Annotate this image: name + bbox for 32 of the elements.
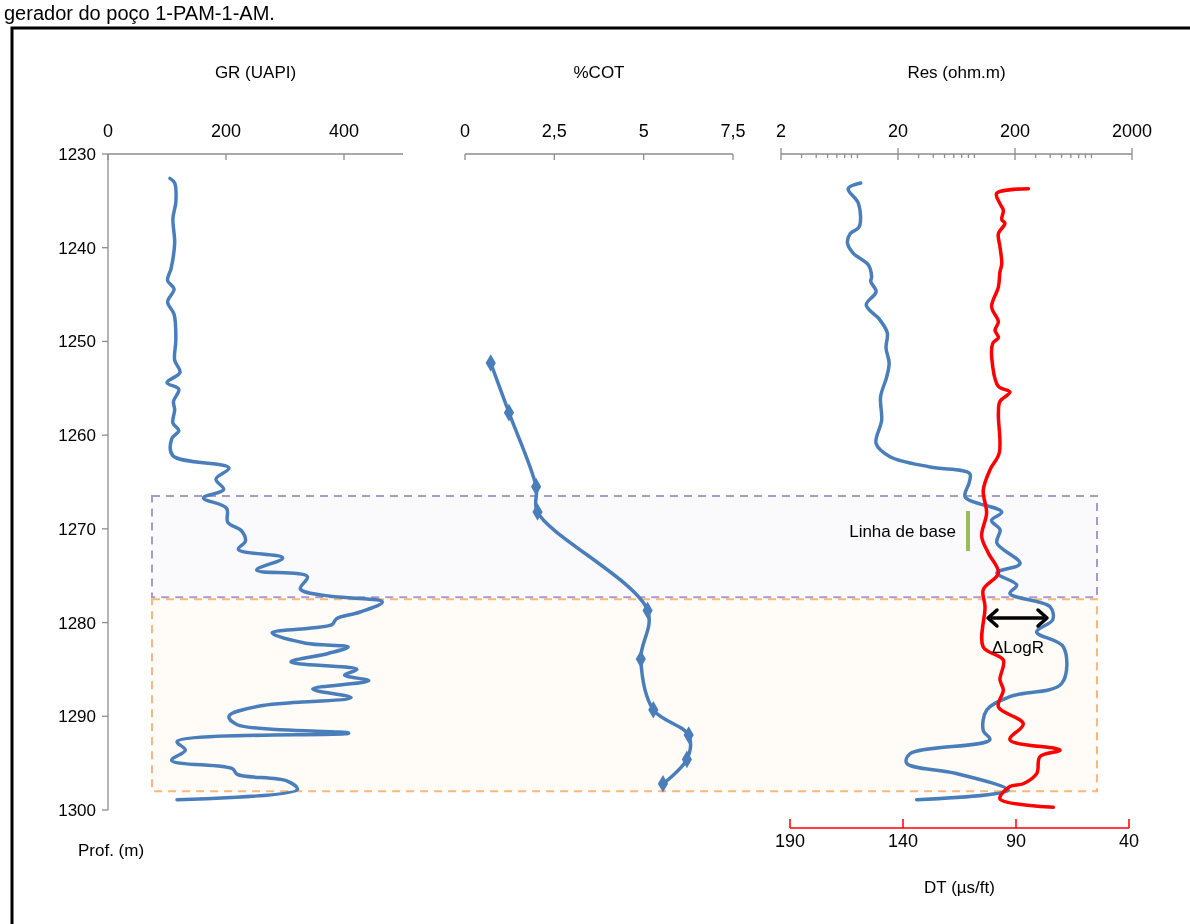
x-tick-label: 2000 [1111,121,1153,141]
y-tick-label: 1300 [58,801,96,820]
y-tick-label: 1230 [58,145,96,164]
x2-tick-label: 140 [887,831,919,851]
chart-title: gerador do poço 1-PAM-1-AM. [4,2,275,24]
x-tick-label: 0 [102,121,114,141]
x-axis-title: GR (UAPI) [214,63,297,82]
x2-tick-label: 190 [774,831,806,851]
x2-tick-label: 90 [1005,831,1027,851]
x-tick-label: 2,5 [541,121,567,141]
x-tick-label: 7,5 [720,121,746,141]
x-axis-title: Res (ohm.m) [907,63,1006,82]
y-tick-label: 1240 [58,238,96,258]
x-tick-label: 400 [328,121,360,141]
x-tick-label: 200 [210,121,242,141]
y-tick-label: 1270 [58,519,96,539]
y-tick-label: 1280 [58,613,96,633]
y-tick-label: 1250 [58,332,96,352]
annotation: ΔLogR [992,638,1044,657]
y-tick-label: 1260 [58,426,96,446]
x2-tick-label: 40 [1118,831,1140,851]
y-tick-label: 1290 [58,707,96,727]
x-tick-label: 200 [999,121,1031,141]
annotation: Linha de base [849,522,956,541]
x-tick-label: 5 [638,121,649,141]
x-tick-label: 20 [887,121,909,141]
x2-axis-title: DT (µs/ft) [924,878,995,897]
x-tick-label: 2 [775,121,787,141]
line-series [165,176,385,802]
y-axis-title: Prof. (m) [78,841,145,860]
x-axis-title: %COT [573,63,625,82]
x-tick-label: 0 [459,121,471,141]
